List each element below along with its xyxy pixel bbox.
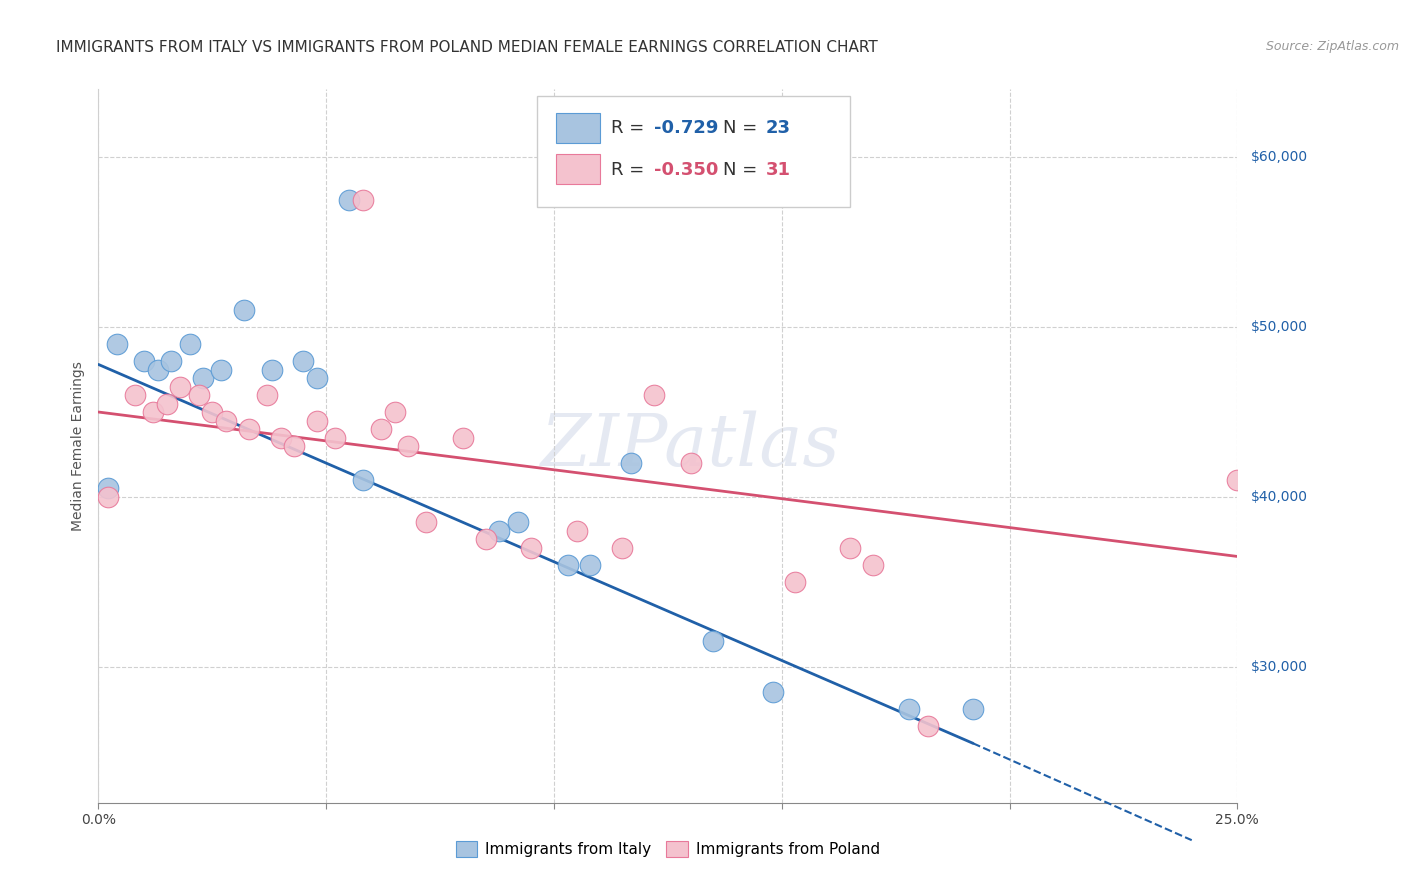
Point [169, 379, 191, 393]
Point [179, 337, 201, 351]
Point [215, 413, 238, 427]
Point [132, 354, 155, 368]
Point [146, 362, 169, 376]
Point [307, 413, 329, 427]
Text: 23: 23 [766, 120, 790, 137]
Point [474, 533, 496, 547]
Point [270, 430, 292, 444]
Point [579, 558, 602, 572]
Text: $30,000: $30,000 [1251, 660, 1308, 673]
Point [1226, 473, 1249, 487]
Point [209, 362, 232, 376]
Text: ZIPatlas: ZIPatlas [541, 410, 841, 482]
Point [557, 558, 579, 572]
Point [862, 558, 884, 572]
Text: Source: ZipAtlas.com: Source: ZipAtlas.com [1265, 40, 1399, 54]
Point [785, 574, 807, 589]
Text: -0.729: -0.729 [654, 120, 718, 137]
Text: $50,000: $50,000 [1251, 320, 1308, 334]
Point [283, 439, 305, 453]
Point [337, 193, 360, 207]
Point [96, 490, 118, 504]
Point [384, 405, 406, 419]
Point [643, 388, 665, 402]
FancyBboxPatch shape [537, 96, 851, 207]
Point [488, 524, 510, 538]
Point [415, 516, 437, 530]
Text: N =: N = [723, 120, 762, 137]
Point [506, 516, 529, 530]
Text: N =: N = [723, 161, 762, 178]
Point [565, 524, 588, 538]
Point [233, 303, 256, 318]
Text: $60,000: $60,000 [1251, 150, 1309, 164]
Point [620, 456, 643, 470]
Point [370, 422, 392, 436]
FancyBboxPatch shape [557, 112, 599, 143]
Point [193, 371, 215, 385]
Point [917, 719, 939, 733]
Point [839, 541, 862, 555]
Point [201, 405, 224, 419]
Point [762, 685, 785, 699]
Point [352, 473, 374, 487]
Point [160, 354, 183, 368]
Point [396, 439, 419, 453]
Point [105, 337, 128, 351]
Text: $40,000: $40,000 [1251, 490, 1308, 504]
Point [96, 482, 118, 496]
Point [520, 541, 543, 555]
Y-axis label: Median Female Earnings: Median Female Earnings [72, 361, 86, 531]
Legend: Immigrants from Italy, Immigrants from Poland: Immigrants from Italy, Immigrants from P… [450, 835, 886, 863]
Point [962, 702, 984, 716]
Point [124, 388, 146, 402]
Point [187, 388, 209, 402]
Text: IMMIGRANTS FROM ITALY VS IMMIGRANTS FROM POLAND MEDIAN FEMALE EARNINGS CORRELATI: IMMIGRANTS FROM ITALY VS IMMIGRANTS FROM… [56, 40, 877, 55]
Text: R =: R = [612, 120, 650, 137]
Point [323, 430, 346, 444]
Point [898, 702, 921, 716]
Point [679, 456, 702, 470]
Point [142, 405, 165, 419]
Point [451, 430, 474, 444]
Text: 31: 31 [766, 161, 790, 178]
Point [256, 388, 278, 402]
Text: -0.350: -0.350 [654, 161, 718, 178]
Point [238, 422, 260, 436]
Point [352, 193, 374, 207]
Point [292, 354, 315, 368]
Point [260, 362, 283, 376]
Point [156, 396, 179, 410]
Point [307, 371, 329, 385]
Point [702, 634, 724, 648]
Text: R =: R = [612, 161, 650, 178]
FancyBboxPatch shape [557, 154, 599, 184]
Point [612, 541, 634, 555]
